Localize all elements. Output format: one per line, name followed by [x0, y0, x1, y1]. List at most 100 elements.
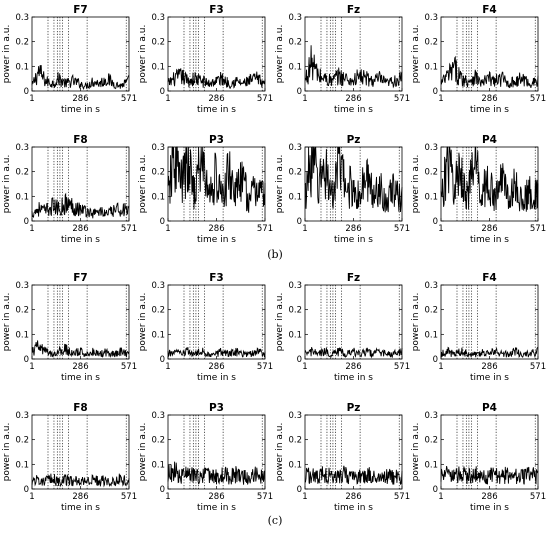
series-line: [440, 346, 539, 358]
y-axis-label: power in a.u.: [138, 293, 148, 352]
series-line: [440, 466, 539, 485]
y-tick-label: 0.1: [15, 330, 29, 340]
chart-panel: F7 0 0.1 0.2 0.3 1 286 571 time in s power in a.u…: [2, 4, 137, 115]
series-line: [304, 146, 403, 213]
x-tick-label: 286: [345, 224, 361, 234]
chart-panel: P3 0 0.1 0.2 0.3 1 286 571 time in s power in a.u…: [138, 134, 273, 245]
y-axis-label: power in a.u.: [411, 25, 421, 84]
y-tick-label: 0.3: [288, 13, 302, 23]
y-tick-label: 0: [433, 87, 438, 97]
y-tick-label: 0.3: [288, 281, 302, 291]
chart-title: F3: [209, 272, 223, 284]
y-axis-label: power in a.u.: [138, 155, 148, 214]
x-tick-label: 286: [481, 94, 497, 104]
chart-panel: Fz 0 0.1 0.2 0.3 1 286 571 time in s power in a.u…: [275, 272, 410, 383]
chart-title: Pz: [347, 134, 361, 146]
x-tick-label: 571: [394, 492, 410, 502]
y-tick-label: 0.3: [15, 411, 29, 421]
chart-panel: Pz 0 0.1 0.2 0.3 1 286 571 time in s power in a.u…: [275, 402, 410, 513]
y-tick-label: 0.2: [288, 306, 302, 316]
y-tick-label: 0.2: [424, 436, 438, 446]
x-axis-label: time in s: [197, 373, 236, 383]
y-tick-label: 0.1: [15, 460, 29, 470]
y-tick-label: 0.3: [15, 281, 29, 291]
x-tick-label: 571: [530, 224, 546, 234]
y-tick-label: 0: [297, 485, 302, 495]
chart-title: Fz: [347, 272, 360, 284]
y-tick-label: 0.1: [424, 330, 438, 340]
series-line: [304, 465, 403, 485]
x-tick-label: 286: [208, 94, 224, 104]
y-axis-label: power in a.u.: [2, 25, 12, 84]
x-tick-label: 286: [481, 492, 497, 502]
x-axis-label: time in s: [61, 235, 100, 245]
y-tick-label: 0.1: [151, 192, 165, 202]
x-tick-label: 571: [121, 224, 137, 234]
y-axis-label: power in a.u.: [138, 25, 148, 84]
chart-title: F3: [209, 4, 223, 16]
y-axis-label: power in a.u.: [275, 155, 285, 214]
y-tick-label: 0: [160, 485, 165, 495]
series-line: [31, 65, 130, 90]
series-line: [167, 347, 266, 358]
y-tick-label: 0: [160, 217, 165, 227]
x-tick-label: 1: [165, 224, 170, 234]
y-axis-label: power in a.u.: [411, 155, 421, 214]
y-tick-label: 0.2: [288, 38, 302, 48]
x-tick-label: 1: [29, 224, 34, 234]
x-tick-label: 286: [208, 492, 224, 502]
chart-panel: F8 0 0.1 0.2 0.3 1 286 571 time in s power in a.u…: [2, 134, 137, 245]
series-line: [304, 45, 403, 89]
x-tick-label: 1: [165, 492, 170, 502]
x-tick-label: 571: [530, 492, 546, 502]
series-line: [440, 55, 539, 89]
series-line: [31, 192, 130, 219]
x-tick-label: 571: [394, 224, 410, 234]
x-axis-label: time in s: [470, 105, 509, 115]
x-axis-label: time in s: [470, 503, 509, 513]
chart-panel: Fz 0 0.1 0.2 0.3 1 286 571 time in s power in a.u…: [275, 4, 410, 115]
x-tick-label: 286: [345, 362, 361, 372]
y-tick-label: 0.3: [288, 143, 302, 153]
x-tick-label: 571: [530, 362, 546, 372]
x-tick-label: 571: [257, 94, 273, 104]
y-tick-label: 0.2: [15, 168, 29, 178]
y-tick-label: 0: [297, 355, 302, 365]
y-tick-label: 0.3: [151, 13, 165, 23]
chart-title: P3: [209, 134, 224, 146]
series-line: [167, 461, 266, 485]
x-tick-label: 1: [302, 224, 307, 234]
y-axis-label: power in a.u.: [138, 423, 148, 482]
y-tick-label: 0.3: [151, 143, 165, 153]
chart-panel: P4 0 0.1 0.2 0.3 1 286 571 time in s power in a.u…: [411, 134, 546, 245]
x-tick-label: 571: [257, 362, 273, 372]
panel-grid: F7 0 0.1 0.2 0.3 1 286 571 time in s power in a.u…: [2, 4, 546, 513]
y-tick-label: 0.2: [424, 306, 438, 316]
y-tick-label: 0.2: [151, 436, 165, 446]
series-line: [304, 346, 403, 359]
series-line: [167, 146, 266, 213]
x-tick-label: 1: [302, 94, 307, 104]
y-axis-label: power in a.u.: [275, 25, 285, 84]
caption-b: (b): [267, 248, 283, 261]
x-tick-label: 286: [345, 94, 361, 104]
x-tick-label: 571: [257, 224, 273, 234]
chart-title: F4: [482, 4, 496, 16]
x-tick-label: 1: [29, 492, 34, 502]
y-tick-label: 0: [160, 355, 165, 365]
y-axis-label: power in a.u.: [2, 155, 12, 214]
x-tick-label: 571: [394, 362, 410, 372]
chart-title: F8: [73, 134, 87, 146]
x-axis-label: time in s: [61, 105, 100, 115]
plot-frame: [440, 284, 539, 360]
series-line: [167, 68, 266, 89]
y-tick-label: 0.3: [15, 13, 29, 23]
chart-panel: F4 0 0.1 0.2 0.3 1 286 571 time in s power in a.u…: [411, 272, 546, 383]
y-tick-label: 0.1: [424, 62, 438, 72]
chart-panel: F7 0 0.1 0.2 0.3 1 286 571 time in s power in a.u…: [2, 272, 137, 383]
x-axis-label: time in s: [61, 373, 100, 383]
x-tick-label: 1: [438, 94, 443, 104]
x-tick-label: 1: [29, 362, 34, 372]
y-tick-label: 0.1: [15, 62, 29, 72]
